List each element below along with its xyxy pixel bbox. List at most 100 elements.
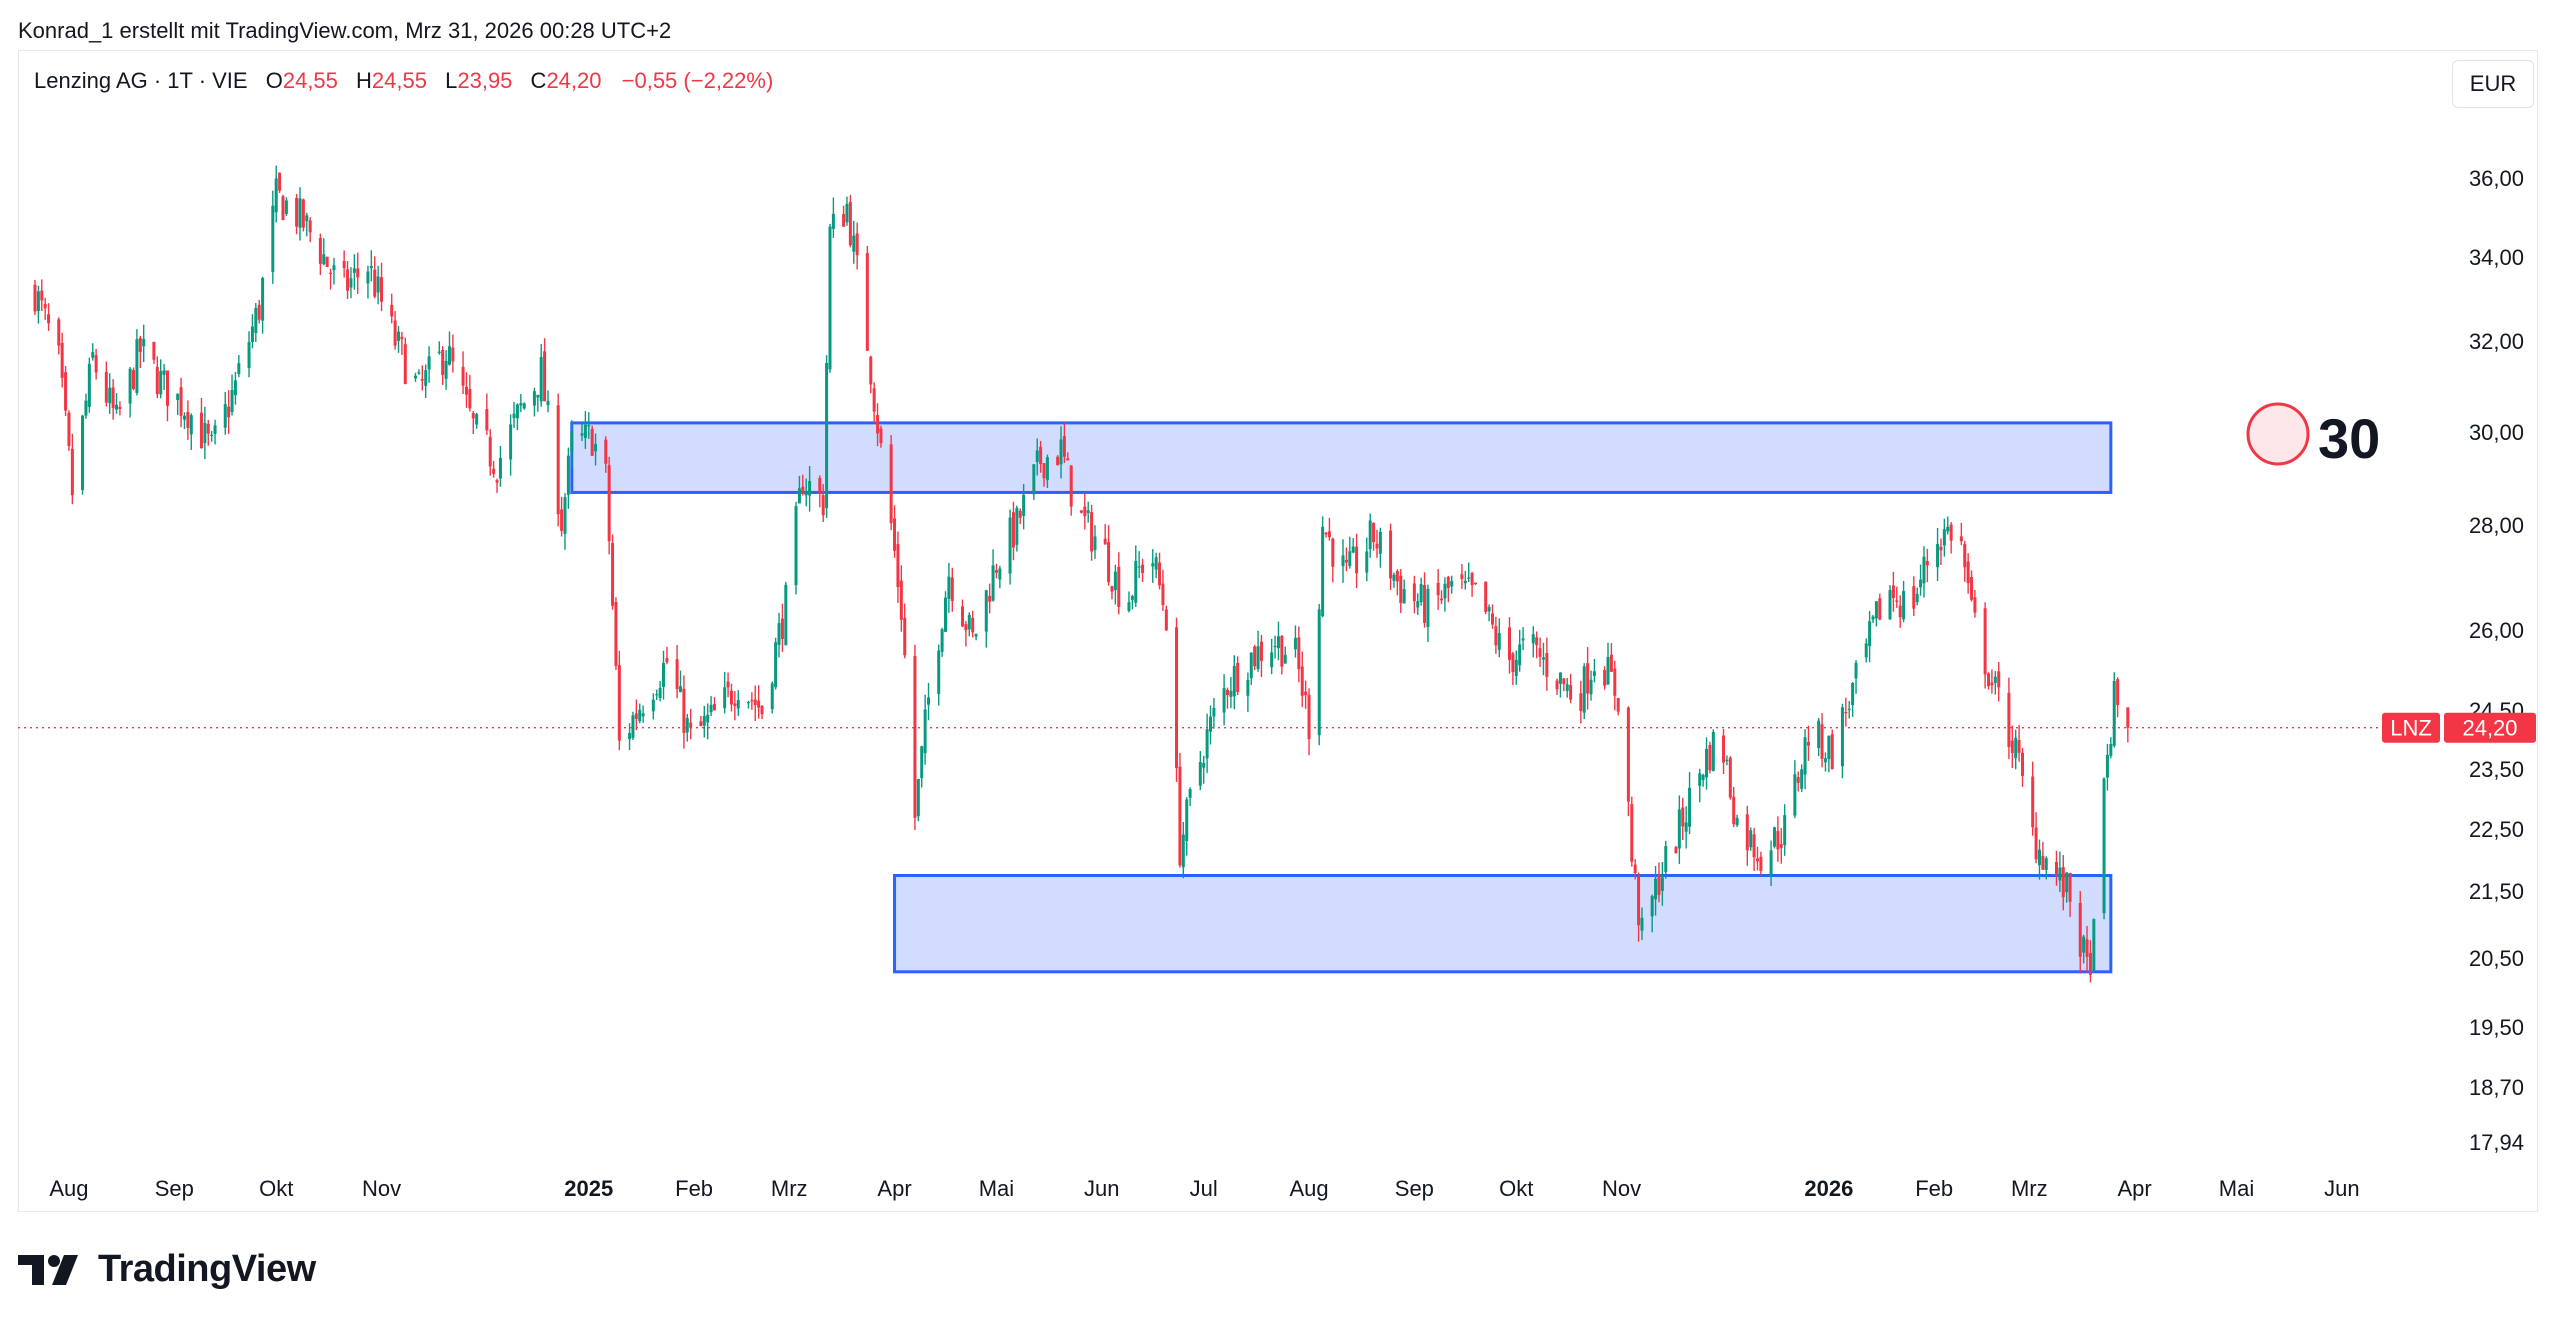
candle-body[interactable]	[1959, 536, 1963, 542]
candle-body[interactable]	[1579, 693, 1583, 712]
candle-body[interactable]	[940, 629, 944, 652]
candle-body[interactable]	[203, 422, 207, 444]
candle-body[interactable]	[1555, 680, 1559, 690]
candle-body[interactable]	[706, 714, 710, 723]
candle-body[interactable]	[1490, 613, 1494, 625]
candle-body[interactable]	[257, 304, 261, 320]
candle-body[interactable]	[1130, 596, 1134, 600]
candle-body[interactable]	[1056, 456, 1060, 466]
candle-body[interactable]	[213, 425, 217, 435]
candle-body[interactable]	[1232, 666, 1236, 697]
candle-body[interactable]	[879, 428, 883, 444]
candle-body[interactable]	[1467, 577, 1471, 579]
candle-body[interactable]	[848, 202, 852, 246]
candle-body[interactable]	[1990, 682, 1994, 686]
candle-body[interactable]	[2058, 867, 2062, 881]
candle-body[interactable]	[818, 478, 822, 494]
candle-body[interactable]	[1270, 652, 1274, 668]
candle-body[interactable]	[308, 220, 312, 233]
candle-body[interactable]	[186, 412, 190, 428]
candle-body[interactable]	[376, 276, 380, 293]
candle-body[interactable]	[138, 338, 142, 352]
candle-body[interactable]	[757, 700, 761, 708]
candle-body[interactable]	[1827, 735, 1831, 760]
candle-body[interactable]	[1541, 657, 1545, 660]
candle-body[interactable]	[1616, 698, 1620, 712]
candle-body[interactable]	[631, 715, 635, 738]
candle-body[interactable]	[2014, 737, 2018, 759]
candle-body[interactable]	[495, 480, 499, 483]
candle-body[interactable]	[70, 448, 74, 496]
candle-body[interactable]	[1657, 875, 1661, 895]
candle-body[interactable]	[1800, 769, 1804, 789]
candle-body[interactable]	[492, 468, 496, 474]
candle-body[interactable]	[451, 347, 455, 362]
candle-body[interactable]	[1895, 600, 1899, 602]
candle-body[interactable]	[947, 576, 951, 599]
candle-body[interactable]	[380, 277, 384, 302]
candle-body[interactable]	[322, 254, 326, 265]
candle-body[interactable]	[1664, 846, 1668, 873]
candle-body[interactable]	[247, 342, 251, 369]
candle-body[interactable]	[199, 412, 203, 449]
candle-body[interactable]	[539, 357, 543, 402]
candle-body[interactable]	[1375, 543, 1379, 549]
candle-body[interactable]	[1378, 531, 1382, 554]
candle-body[interactable]	[679, 686, 683, 692]
candle-body[interactable]	[1351, 546, 1355, 553]
candle-body[interactable]	[1324, 532, 1328, 535]
candle-body[interactable]	[594, 443, 598, 452]
candle-body[interactable]	[1987, 673, 1991, 687]
candle-body[interactable]	[546, 401, 550, 406]
candle-body[interactable]	[2034, 827, 2038, 860]
candle-body[interactable]	[1419, 584, 1423, 603]
candle-body[interactable]	[746, 702, 750, 704]
candle-body[interactable]	[604, 439, 608, 464]
candle-body[interactable]	[828, 226, 832, 370]
candle-body[interactable]	[1249, 652, 1253, 679]
candle-body[interactable]	[227, 406, 231, 418]
candle-body[interactable]	[444, 360, 448, 379]
candle-body[interactable]	[298, 198, 302, 228]
candle-body[interactable]	[784, 584, 788, 645]
candle-body[interactable]	[519, 403, 523, 406]
candle-body[interactable]	[665, 658, 669, 663]
candle-body[interactable]	[682, 688, 686, 734]
candle-body[interactable]	[699, 721, 703, 726]
candle-body[interactable]	[1185, 799, 1189, 842]
candle-body[interactable]	[1042, 463, 1046, 479]
candle-body[interactable]	[420, 379, 424, 381]
candle-body[interactable]	[614, 602, 618, 666]
candle-body[interactable]	[301, 199, 305, 228]
candle-body[interactable]	[628, 733, 632, 740]
candle-body[interactable]	[2020, 752, 2024, 776]
candle-body[interactable]	[1973, 597, 1977, 613]
candle-body[interactable]	[1949, 524, 1953, 541]
candle-body[interactable]	[447, 346, 451, 365]
candle-body[interactable]	[1779, 844, 1783, 848]
candle-body[interactable]	[638, 709, 642, 722]
candle-body[interactable]	[1993, 676, 1997, 683]
candle-body[interactable]	[845, 203, 849, 223]
candle-body[interactable]	[1708, 745, 1712, 771]
candle-body[interactable]	[2126, 707, 2130, 728]
candle-body[interactable]	[2054, 862, 2058, 876]
candle-body[interactable]	[488, 436, 492, 467]
candle-body[interactable]	[1022, 494, 1026, 516]
candle-body[interactable]	[43, 304, 47, 309]
candle-body[interactable]	[1936, 544, 1940, 568]
candle-body[interactable]	[831, 213, 835, 229]
candle-body[interactable]	[1225, 689, 1229, 696]
candle-body[interactable]	[770, 683, 774, 710]
candle-body[interactable]	[617, 665, 621, 741]
candle-body[interactable]	[1755, 858, 1759, 862]
candle-body[interactable]	[1589, 679, 1593, 695]
candle-body[interactable]	[662, 662, 666, 687]
candle-body[interactable]	[437, 351, 441, 353]
candle-body[interactable]	[1484, 581, 1488, 612]
candle-body[interactable]	[2082, 936, 2086, 953]
candle-body[interactable]	[1440, 598, 1444, 601]
candle-body[interactable]	[994, 570, 998, 573]
candle-body[interactable]	[1864, 643, 1868, 658]
candle-body[interactable]	[274, 178, 278, 213]
